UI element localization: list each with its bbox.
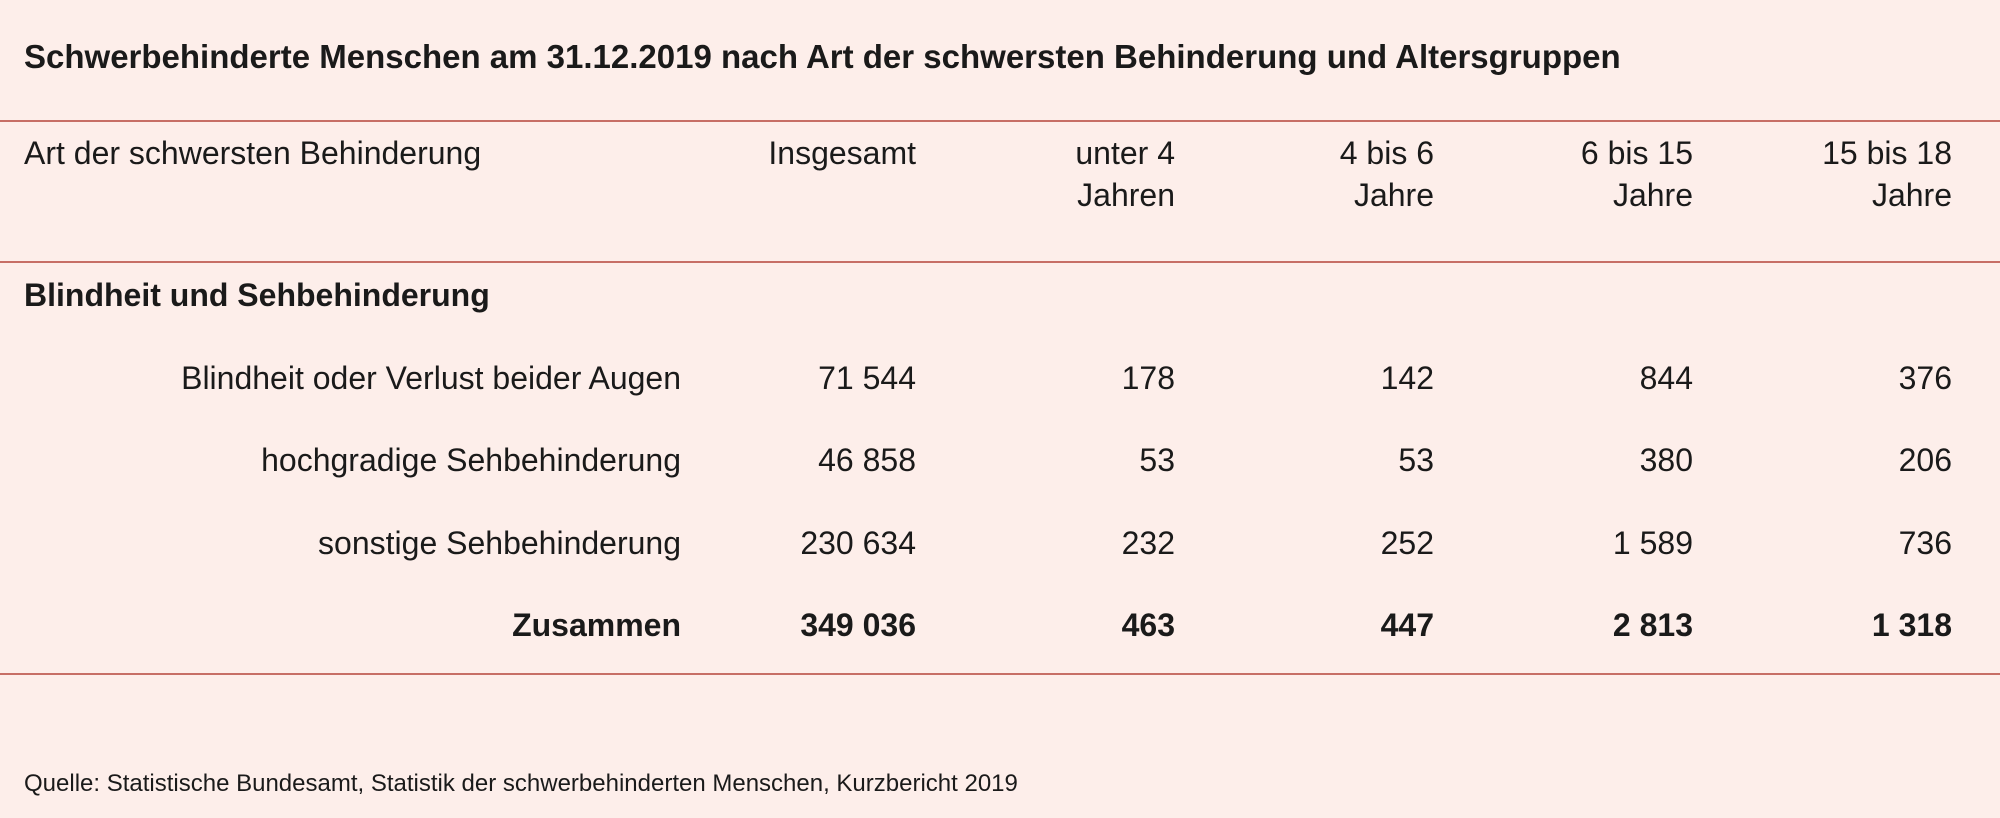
title: Schwerbehinderte Menschen am 31.12.2019 … xyxy=(24,38,1621,75)
source: Quelle: Statistische Bundesamt, Statisti… xyxy=(24,770,1018,797)
cell: 178 xyxy=(1122,360,1175,396)
cell: 46 858 xyxy=(818,442,916,478)
column-header: Art der schwersten Behinderung xyxy=(24,135,481,171)
total-cell: 463 xyxy=(1122,607,1175,643)
column-header: Jahren xyxy=(1077,177,1175,213)
cell: 1 589 xyxy=(1613,525,1693,561)
section-heading: Blindheit und Sehbehinderung xyxy=(24,277,490,313)
cell: 230 634 xyxy=(800,525,916,561)
total-cell: 2 813 xyxy=(1613,607,1693,643)
column-header: Insgesamt xyxy=(768,135,916,171)
column-header: Jahre xyxy=(1613,177,1693,213)
cell: 376 xyxy=(1899,360,1952,396)
cell: 252 xyxy=(1381,525,1434,561)
column-header: Jahre xyxy=(1872,177,1952,213)
cell: 380 xyxy=(1640,442,1693,478)
column-header: Jahre xyxy=(1354,177,1434,213)
row-label: Blindheit oder Verlust beider Augen xyxy=(181,360,681,396)
cell: 142 xyxy=(1381,360,1434,396)
row-label: sonstige Sehbehinderung xyxy=(318,525,681,561)
cell: 53 xyxy=(1139,442,1175,478)
column-header: 6 bis 15 xyxy=(1581,135,1693,171)
row-label: hochgradige Sehbehinderung xyxy=(261,442,681,478)
column-header: 4 bis 6 xyxy=(1340,135,1434,171)
column-header: unter 4 xyxy=(1075,135,1175,171)
total-cell: 1 318 xyxy=(1872,607,1952,643)
cell: 53 xyxy=(1398,442,1434,478)
total-cell: 349 036 xyxy=(800,607,916,643)
cell: 71 544 xyxy=(818,360,916,396)
total-label: Zusammen xyxy=(512,607,681,643)
cell: 844 xyxy=(1640,360,1693,396)
cell: 736 xyxy=(1899,525,1952,561)
column-header: 15 bis 18 xyxy=(1822,135,1952,171)
cell: 206 xyxy=(1899,442,1952,478)
total-cell: 447 xyxy=(1381,607,1434,643)
cell: 232 xyxy=(1122,525,1175,561)
